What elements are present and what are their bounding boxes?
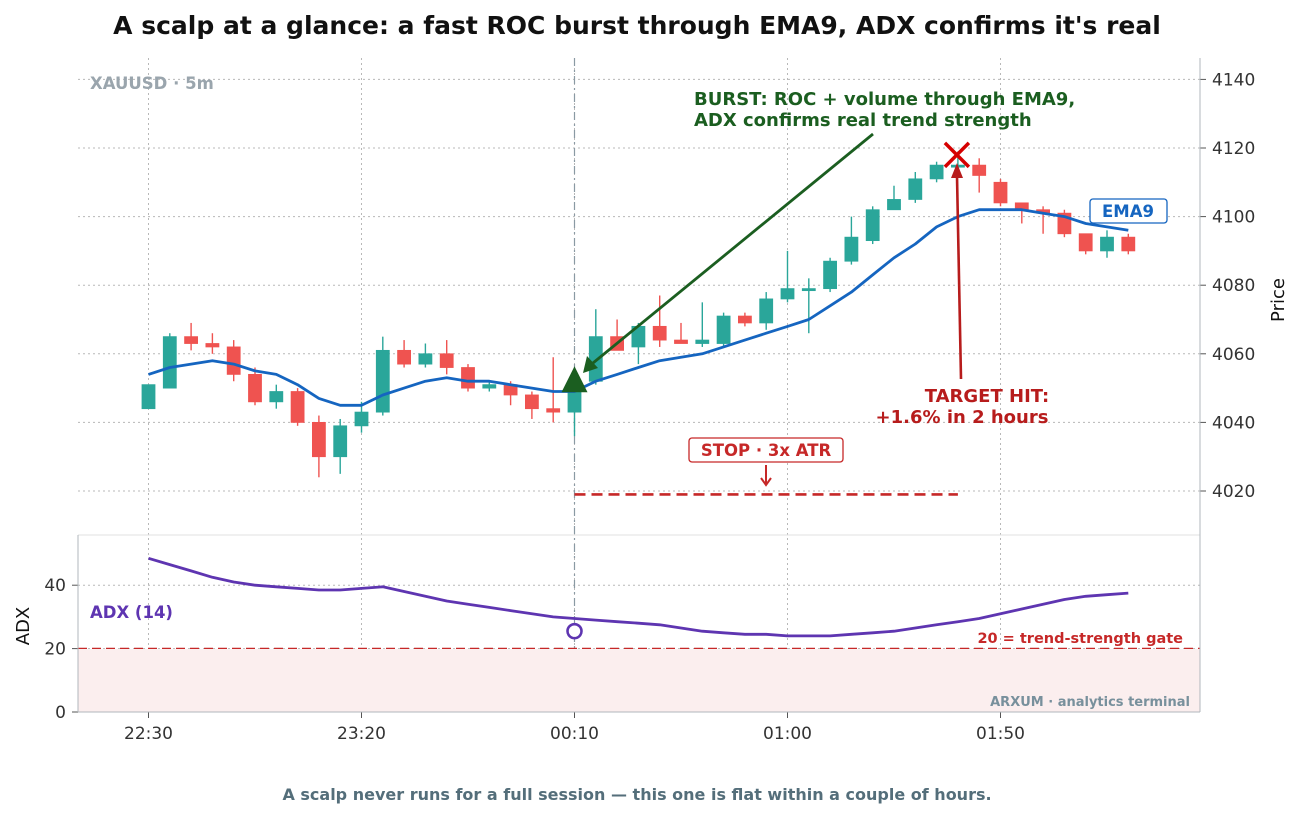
target-arrow-head — [951, 163, 963, 178]
stop-line-group — [574, 465, 958, 496]
price-tick-label: 4120 — [1212, 139, 1255, 159]
x-tick-label: 23:20 — [337, 724, 386, 744]
candle-up — [354, 411, 369, 427]
candle-up — [269, 391, 284, 403]
candle-up — [780, 288, 795, 300]
burst-annotation-line1: BURST: ROC + volume through EMA9, — [694, 89, 1075, 110]
price-tick-label: 4080 — [1212, 276, 1255, 296]
candles — [141, 151, 1136, 478]
price-tick-label: 4060 — [1212, 345, 1255, 365]
candle-down — [525, 394, 539, 410]
gate-label: 20 = trend-strength gate — [977, 631, 1183, 647]
adx-tick-label: 40 — [44, 576, 66, 596]
candle-up — [1100, 236, 1114, 252]
candle-down — [205, 343, 220, 348]
candle-down — [1121, 236, 1136, 252]
target-x-stroke — [943, 141, 971, 169]
candle-up — [695, 339, 710, 344]
candle-down — [311, 421, 326, 458]
candle-down — [397, 349, 412, 365]
burst-arrow-shaft — [592, 132, 874, 365]
stop-arrow-head — [760, 477, 772, 487]
candle-down — [184, 336, 199, 344]
ema-label-box — [1089, 198, 1168, 224]
price-axis-label: Price — [1268, 278, 1289, 322]
burst-annotation-line2: ADX confirms real trend strength — [694, 110, 1032, 131]
ema-label: EMA9 — [1102, 202, 1154, 221]
candle-up — [162, 336, 177, 389]
candle-down — [248, 373, 262, 403]
ema9-line — [148, 208, 1129, 407]
x-tick-label: 22:30 — [124, 724, 173, 744]
candle-up — [908, 178, 923, 200]
candle-up — [759, 298, 774, 324]
x-tick-label: 01:00 — [763, 724, 812, 744]
stop-label: STOP · 3x ATR — [701, 441, 832, 460]
candle-down — [993, 181, 1008, 204]
candle-up — [801, 288, 816, 292]
price-tick-label: 4040 — [1212, 413, 1255, 433]
entry-triangle-marker — [561, 366, 588, 393]
adx-line — [148, 556, 1129, 638]
chart-title: A scalp at a glance: a fast ROC burst th… — [113, 11, 1161, 40]
price-tick-label: 4140 — [1212, 70, 1255, 90]
target-annotation-line2: +1.6% in 2 hours — [876, 407, 1049, 428]
candle-down — [1078, 233, 1093, 252]
watermark: ARXUM · analytics terminal — [990, 695, 1190, 710]
target-arrow-shaft — [955, 175, 963, 380]
price-tick-label: 4020 — [1212, 482, 1255, 502]
adx-entry-circle — [566, 622, 583, 640]
candle-down — [226, 346, 241, 375]
candle-up — [823, 260, 837, 290]
adx-axis-label: ADX — [13, 607, 34, 646]
candle-up — [887, 199, 901, 211]
candle-up — [482, 384, 497, 389]
candle-down — [972, 164, 987, 176]
adx-tick-label: 20 — [44, 640, 66, 660]
candle-down — [290, 391, 305, 423]
candle-down — [461, 367, 475, 389]
candle-down — [652, 325, 667, 341]
burst-arrow-head — [583, 356, 598, 373]
candle-up — [375, 349, 390, 413]
candle-up — [141, 384, 156, 410]
adx-tick-label: 0 — [55, 703, 66, 723]
grid — [78, 58, 1200, 712]
stop-label-box — [688, 437, 844, 463]
candle-up — [716, 315, 731, 344]
candle-down — [546, 408, 561, 413]
target-annotation-line1: TARGET HIT: — [925, 386, 1050, 407]
candle-down — [674, 339, 688, 344]
candle-up — [418, 353, 433, 365]
candle-up — [333, 425, 348, 458]
x-tick-label: 00:10 — [550, 724, 599, 744]
price-tick-label: 4100 — [1212, 208, 1255, 228]
adx-legend-label: ADX (14) — [90, 603, 173, 622]
symbol-label: XAUUSD · 5m — [90, 74, 214, 93]
candle-up — [865, 209, 880, 242]
adx-gate-zone — [78, 649, 1200, 712]
candle-down — [439, 353, 454, 368]
candle-down — [738, 315, 752, 324]
axes: 4020 4040 4060 4080 4100 4120 4140 0 20 40 22:30 23… — [44, 58, 1255, 744]
footnote: A scalp never runs for a full session — … — [282, 785, 991, 804]
indicator-lines — [148, 208, 1129, 638]
markers — [561, 132, 971, 640]
candle-up — [844, 236, 859, 262]
candle-up — [929, 164, 944, 180]
x-tick-label: 01:50 — [976, 724, 1025, 744]
